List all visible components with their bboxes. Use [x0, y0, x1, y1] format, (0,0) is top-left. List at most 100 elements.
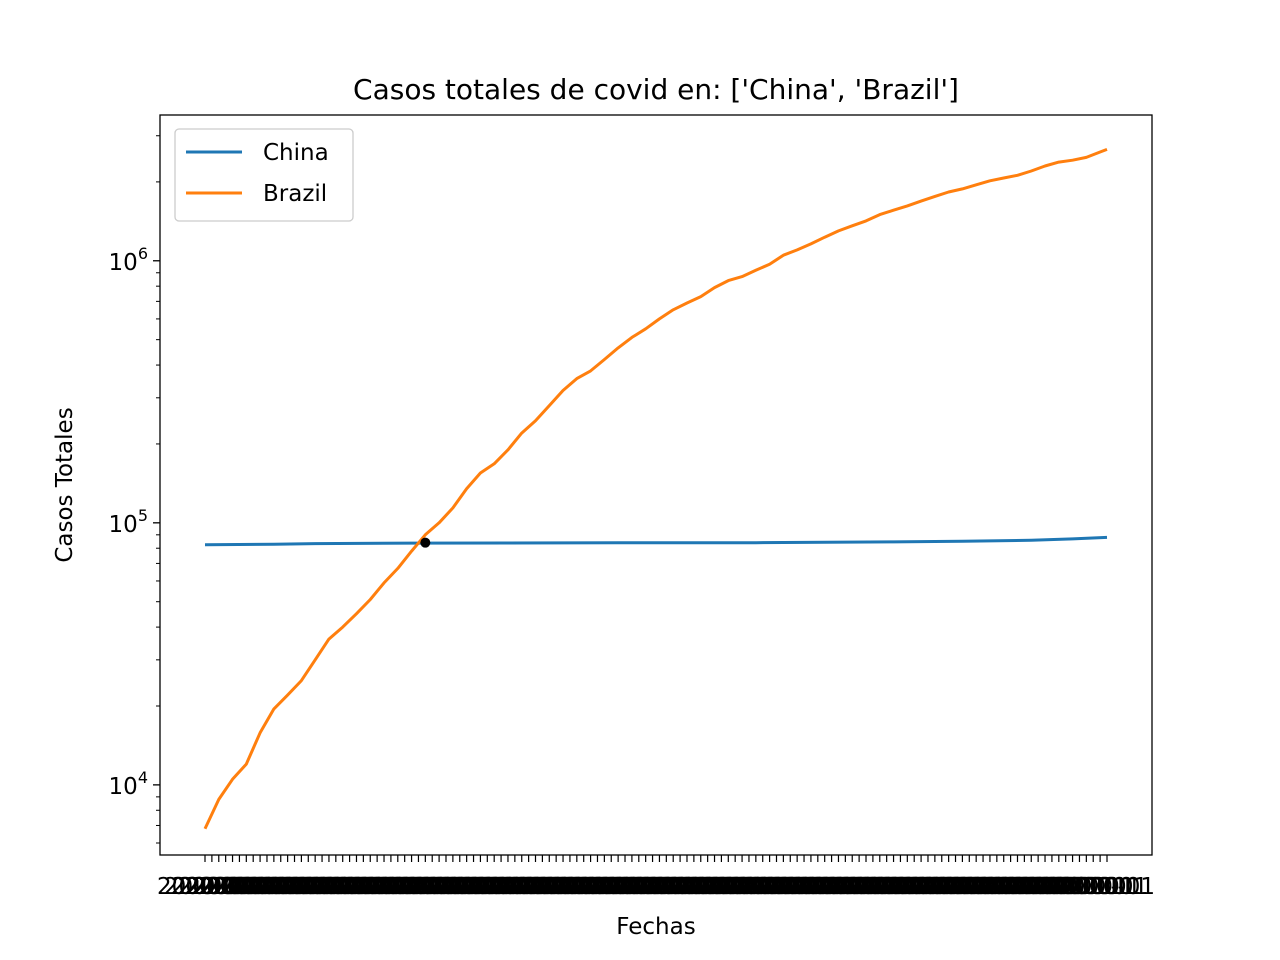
x-tick-label: 2020-01 — [481, 874, 577, 900]
x-tick-label: 2020-01 — [660, 874, 756, 900]
x-tick-label: 2020-01 — [1004, 874, 1100, 900]
x-tick-label: 2020-01 — [901, 874, 997, 900]
x-tick-label: 2020-01 — [811, 874, 907, 900]
x-tick-label: 2020-01 — [694, 874, 790, 900]
x-tick-label: 2020-01 — [763, 874, 859, 900]
plot-lines — [203, 147, 1108, 830]
x-tick-label: 2020-01 — [1052, 874, 1148, 900]
x-tick-label: 2020-01 — [914, 874, 1010, 900]
x-tick-label: 2020-01 — [336, 874, 432, 900]
annotations — [420, 537, 431, 548]
x-tick-label: 2020-01 — [873, 874, 969, 900]
x-tick-label: 2020-01 — [618, 874, 714, 900]
x-tick-label: 2020-01 — [446, 874, 542, 900]
x-tick-label: 2020-01 — [866, 874, 962, 900]
x-tick-label: 2020-01 — [976, 874, 1072, 900]
x-tick-label: 2020-01 — [260, 874, 356, 900]
y-tick-label: 106 — [109, 244, 148, 276]
plot-frame — [159, 114, 1153, 856]
x-tick-label: 2020-01 — [233, 874, 329, 900]
y-axis: 104 105 106 — [109, 135, 160, 844]
x-tick-label: 2020-01 — [191, 874, 287, 900]
x-tick-label: 2020-01 — [790, 874, 886, 900]
x-tick-label: 2020-01 — [1031, 874, 1127, 900]
x-tick-label: 2020-01 — [956, 874, 1052, 900]
legend-label-china: China — [263, 140, 329, 166]
x-tick-label: 2020-01 — [302, 874, 398, 900]
x-tick-label: 2020-01 — [419, 874, 515, 900]
x-tick-label: 2020-01 — [742, 874, 838, 900]
x-tick-label: 2020-01 — [391, 874, 487, 900]
x-tick-label: 2020-01 — [605, 874, 701, 900]
x-tick-label: 2020-01 — [212, 874, 308, 900]
series-line-brazil — [203, 147, 1108, 830]
x-tick-label: 2020-01 — [625, 874, 721, 900]
x-tick-label: 2020-01 — [536, 874, 632, 900]
x-tick-label: 2020-01 — [281, 874, 377, 900]
x-tick-label: 2020-01 — [432, 874, 528, 900]
x-tick-label: 2020-01 — [832, 874, 928, 900]
x-tick-label: 2020-01 — [687, 874, 783, 900]
x-tick-label: 2020-01 — [577, 874, 673, 900]
x-tick-label: 2020-01 — [680, 874, 776, 900]
x-tick-label: 2020-01 — [198, 874, 294, 900]
x-tick-label: 2020-01 — [1038, 874, 1134, 900]
x-tick-label: 2020-01 — [928, 874, 1024, 900]
x-tick-label: 2020-01 — [646, 874, 742, 900]
x-tick-label: 2020-01 — [350, 874, 446, 900]
x-tick-label: 2020-01 — [749, 874, 845, 900]
x-tick-label: 2020-01 — [949, 874, 1045, 900]
x-tick-label: 2020-01 — [412, 874, 508, 900]
x-tick-label: 2020-01 — [322, 874, 418, 900]
x-tick-label: 2020-01 — [983, 874, 1079, 900]
x-tick-label: 2020-01 — [1045, 874, 1141, 900]
x-tick-label: 2020-01 — [1025, 874, 1121, 900]
x-tick-label: 2020-01 — [460, 874, 556, 900]
x-tick-label: 2020-01 — [1059, 874, 1155, 900]
x-tick-label: 2020-01 — [880, 874, 976, 900]
x-tick-label: 2020-01 — [777, 874, 873, 900]
x-tick-label: 2020-01 — [329, 874, 425, 900]
x-tick-label: 2020-01 — [969, 874, 1065, 900]
x-tick-label: 2020-01 — [357, 874, 453, 900]
x-tick-label: 2020-01 — [722, 874, 818, 900]
x-tick-label: 2020-01 — [1011, 874, 1107, 900]
x-tick-label: 2020-01 — [253, 874, 349, 900]
x-tick-label: 2020-01 — [171, 874, 267, 900]
x-tick-label: 2020-01 — [921, 874, 1017, 900]
x-tick-label: 2020-01 — [494, 874, 590, 900]
x-tick-label: 2020-01 — [839, 874, 935, 900]
x-tick-label: 2020-01 — [288, 874, 384, 900]
x-tick-label: 2020-01 — [425, 874, 521, 900]
series-line-china — [204, 535, 1108, 547]
x-tick-label: 2020-01 — [653, 874, 749, 900]
y-tick-label: 105 — [109, 506, 148, 538]
x-tick-label: 2020-01 — [508, 874, 604, 900]
x-tick-label: 2020-01 — [240, 874, 336, 900]
x-tick-label: 2020-01 — [584, 874, 680, 900]
x-tick-label: 2020-01 — [467, 874, 563, 900]
x-tick-label: 2020-01 — [845, 874, 941, 900]
x-tick-label: 2020-01 — [398, 874, 494, 900]
x-tick-label: 2020-01 — [715, 874, 811, 900]
x-tick-label: 2020-01 — [529, 874, 625, 900]
chart-title: Casos totales de covid en: ['China', 'Br… — [353, 73, 959, 106]
x-tick-label: 2020-01 — [666, 874, 762, 900]
x-tick-label: 2020-01 — [784, 874, 880, 900]
x-tick-label: 2020-01 — [570, 874, 666, 900]
x-tick-label: 2020-01 — [935, 874, 1031, 900]
x-tick-label: 2020-01 — [157, 874, 253, 900]
x-tick-label: 2020-01 — [226, 874, 322, 900]
x-tick-label: 2020-01 — [405, 874, 501, 900]
x-tick-label: 2020-01 — [439, 874, 535, 900]
x-tick-label: 2020-01 — [632, 874, 728, 900]
x-tick-label: 2020-01 — [852, 874, 948, 900]
x-tick-label: 2020-01 — [543, 874, 639, 900]
x-tick-label: 2020-01 — [797, 874, 893, 900]
x-tick-label: 2020-01 — [963, 874, 1059, 900]
x-tick-label: 2020-01 — [611, 874, 707, 900]
legend: China Brazil — [174, 128, 354, 222]
x-tick-label: 2020-01 — [377, 874, 473, 900]
x-tick-label: 2020-01 — [804, 874, 900, 900]
x-axis-label: Fechas — [616, 914, 695, 940]
